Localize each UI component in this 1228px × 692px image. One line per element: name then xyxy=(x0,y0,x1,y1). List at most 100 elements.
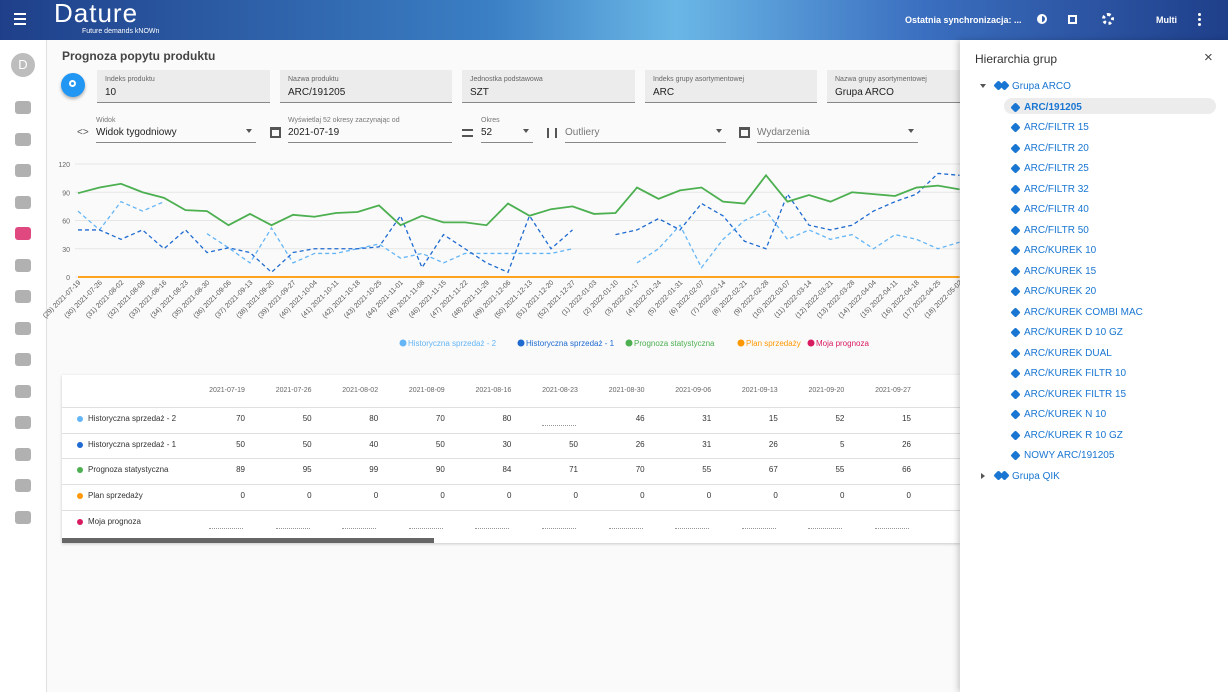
nav-icon[interactable] xyxy=(15,132,31,146)
nav-icon[interactable] xyxy=(15,479,31,492)
field-value: Grupa ARCO xyxy=(835,87,894,98)
cell: 70 xyxy=(635,465,645,475)
tree-item[interactable]: ARC/FILTR 32 xyxy=(1024,183,1089,195)
tree-item[interactable]: ARC/KUREK 10 xyxy=(1024,245,1097,256)
calendar-icon xyxy=(270,127,281,138)
data-table: 2021-07-19 2021-07-26 2021-08-02 2021-08-09… xyxy=(62,375,960,543)
row-dot xyxy=(77,441,83,448)
sidebar: D xyxy=(0,40,47,692)
cube-icon xyxy=(1010,450,1021,461)
nav-icon[interactable] xyxy=(15,164,31,177)
tree-item[interactable]: ARC/KUREK FILTR 10 xyxy=(1024,368,1127,379)
tree-item[interactable]: ARC/191205 xyxy=(1024,101,1082,113)
field-value: ARC xyxy=(653,87,675,98)
x-tick-label: (39) 2021-09-27 xyxy=(257,279,298,320)
period-select[interactable]: Okres 52 xyxy=(481,117,533,143)
field: Jednostka podstawowa SZT xyxy=(462,70,635,103)
value: 2021-07-19 xyxy=(288,127,340,138)
nav-icon[interactable] xyxy=(15,290,31,303)
tree-item[interactable]: ARC/KUREK R 10 GZ xyxy=(1024,429,1123,441)
nav-icon[interactable] xyxy=(15,258,31,272)
expand-arrow[interactable] xyxy=(980,84,986,88)
legend-label: Moja prognoza xyxy=(816,339,869,348)
x-tick-label: (11) 2022-03-14 xyxy=(773,279,813,319)
view-select[interactable]: Widok Widok tygodniowy xyxy=(96,117,256,143)
legend-marker xyxy=(399,339,407,347)
cube-icon xyxy=(1010,409,1021,420)
field-label: Indeks grupy asortymentowej xyxy=(653,76,745,83)
empty-cell xyxy=(209,527,243,529)
cell: 80 xyxy=(502,414,512,423)
menu-button[interactable] xyxy=(14,13,26,25)
column-header: 2021-08-16 xyxy=(475,387,512,394)
more-button[interactable] xyxy=(1198,13,1201,26)
nav-icon[interactable] xyxy=(15,510,31,524)
events-select[interactable]: Wydarzenia xyxy=(757,117,918,143)
row-dot xyxy=(77,493,83,500)
x-tick-label: (16) 2022-04-18 xyxy=(880,279,921,320)
x-tick-label: (49) 2021-12-06 xyxy=(472,279,513,320)
cube-icon xyxy=(1010,429,1021,441)
x-tick-label: (32) 2021-08-09 xyxy=(106,279,147,320)
tree-item[interactable]: NOWY ARC/191205 xyxy=(1024,450,1115,461)
tree-item[interactable]: ARC/KUREK D 10 GZ xyxy=(1024,327,1123,338)
expand-arrow[interactable] xyxy=(981,472,985,479)
avatar[interactable]: D xyxy=(11,53,35,77)
settings-button[interactable] xyxy=(1102,13,1114,25)
outliers-select[interactable]: Outliery xyxy=(565,117,726,143)
x-tick-label: (10) 2022-03-07 xyxy=(751,279,792,320)
series-line xyxy=(77,173,960,227)
nav-icon[interactable] xyxy=(15,227,31,240)
label: Widok xyxy=(96,117,116,124)
cell: 0 xyxy=(440,491,445,501)
scrollbar[interactable] xyxy=(62,538,434,543)
row-dot xyxy=(77,518,83,525)
nav-icon[interactable] xyxy=(15,321,31,335)
nav-icon[interactable] xyxy=(15,101,31,114)
column-header: 2021-09-20 xyxy=(808,387,845,394)
cube-icon xyxy=(1010,265,1021,277)
tree-item[interactable]: ARC/KUREK DUAL xyxy=(1024,347,1112,359)
tree-item[interactable]: ARC/KUREK N 10 xyxy=(1024,409,1107,420)
nav-icon[interactable] xyxy=(15,416,31,429)
empty-cell xyxy=(275,527,310,529)
column-header: 2021-08-09 xyxy=(408,387,445,394)
tree-item[interactable]: ARC/FILTR 15 xyxy=(1024,122,1089,133)
nav-icon[interactable] xyxy=(15,195,31,209)
tree-item[interactable]: ARC/KUREK COMBI MAC xyxy=(1024,306,1143,318)
tree-item[interactable]: ARC/FILTR 20 xyxy=(1024,142,1089,154)
series-line xyxy=(636,210,960,269)
cell: 0 xyxy=(240,491,245,501)
cell: 31 xyxy=(702,439,712,449)
tree-item[interactable]: ARC/FILTR 25 xyxy=(1024,163,1089,174)
nav-icon[interactable] xyxy=(15,447,31,461)
close-button[interactable]: × xyxy=(1204,49,1213,66)
tree-item[interactable]: ARC/FILTR 40 xyxy=(1024,204,1089,215)
tree-item[interactable]: ARC/KUREK FILTR 15 xyxy=(1024,388,1127,400)
tree-item[interactable]: ARC/KUREK 20 xyxy=(1024,286,1097,297)
nav-icon[interactable] xyxy=(15,353,31,366)
theme-toggle[interactable] xyxy=(1037,14,1047,24)
empty-cell xyxy=(875,527,909,529)
group-label[interactable]: Grupa ARCO xyxy=(1012,81,1071,92)
field: Indeks produktu 10 xyxy=(97,70,270,103)
empty-cell xyxy=(475,527,510,529)
placeholder: Outliery xyxy=(565,127,600,138)
start-date[interactable]: Wyświetlaj 52 okresy zaczynając od 2021-0… xyxy=(288,117,452,143)
fullscreen-button[interactable] xyxy=(1068,15,1077,24)
empty-cell xyxy=(808,527,843,529)
nav-icon[interactable] xyxy=(15,384,31,398)
empty-cell xyxy=(542,425,576,426)
selected-bg xyxy=(1004,97,1216,114)
search-button[interactable] xyxy=(61,73,85,97)
cell: 66 xyxy=(902,465,911,475)
group-label[interactable]: Grupa QIK xyxy=(1012,470,1060,482)
logo: Dature xyxy=(54,0,139,28)
cell: 5 xyxy=(839,439,845,449)
tree-item[interactable]: ARC/KUREK 15 xyxy=(1024,265,1097,277)
tree-item[interactable]: ARC/FILTR 50 xyxy=(1024,224,1089,236)
x-tick-label: (13) 2022-03-28 xyxy=(816,279,857,320)
user-name[interactable]: Multi xyxy=(1156,15,1177,25)
column-header: 2021-09-06 xyxy=(675,387,712,394)
page-title: Prognoza popytu produktu xyxy=(62,49,216,63)
